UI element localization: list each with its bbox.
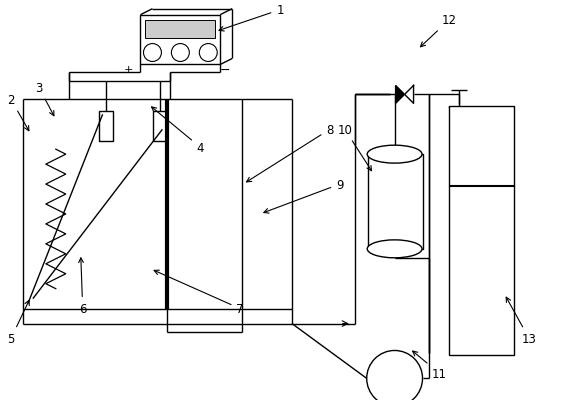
Text: 4: 4 — [151, 107, 204, 154]
Text: 11: 11 — [413, 351, 447, 380]
Bar — [99, 112, 113, 142]
Text: 12: 12 — [421, 14, 457, 48]
Text: 9: 9 — [264, 178, 344, 214]
Text: 2: 2 — [7, 93, 29, 132]
Circle shape — [171, 45, 189, 62]
Polygon shape — [405, 86, 413, 104]
Text: 10: 10 — [337, 124, 371, 171]
Circle shape — [199, 45, 217, 62]
Circle shape — [367, 350, 422, 401]
Ellipse shape — [367, 146, 422, 164]
Text: 7: 7 — [154, 271, 244, 315]
Bar — [154, 112, 167, 142]
Bar — [450, 107, 514, 356]
Text: +: + — [124, 65, 133, 75]
Bar — [141, 16, 220, 65]
Ellipse shape — [367, 240, 422, 258]
Text: 8: 8 — [247, 124, 333, 182]
Text: 3: 3 — [35, 82, 54, 116]
Text: 5: 5 — [7, 300, 29, 345]
Bar — [368, 155, 422, 249]
Text: −: − — [220, 64, 230, 77]
Bar — [146, 20, 215, 38]
Polygon shape — [396, 86, 405, 104]
Circle shape — [143, 45, 162, 62]
Text: 6: 6 — [79, 258, 86, 315]
Text: 13: 13 — [506, 298, 536, 345]
Text: 1: 1 — [219, 4, 284, 32]
